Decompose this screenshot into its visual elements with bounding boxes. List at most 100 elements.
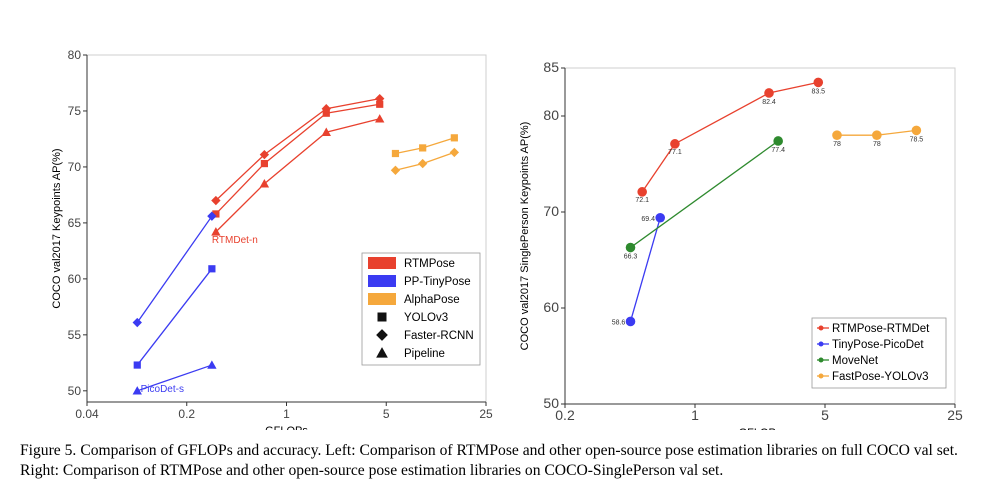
legend: RTMPose-RTMDet TinyPose-PicoDet MoveNet Fas… xyxy=(811,317,947,389)
data-label: 66.3 xyxy=(624,254,638,261)
x-tick-label: 5 xyxy=(821,407,829,423)
series-line xyxy=(215,98,380,201)
y-axis-title: COCO val2017 SinglePerson Keypoints AP(%… xyxy=(519,122,531,351)
data-point xyxy=(655,212,666,223)
series-alphapose-faster-rcnn xyxy=(390,147,460,175)
y-tick-label: 80 xyxy=(68,48,82,62)
data-point-triangle xyxy=(207,360,217,369)
y-tick-label: 60 xyxy=(543,299,559,315)
x-tick-label: 1 xyxy=(691,407,699,423)
data-point xyxy=(764,88,774,98)
data-point xyxy=(670,139,680,149)
data-point-diamond xyxy=(132,317,142,328)
data-point xyxy=(637,187,647,197)
x-tick-label: 0.04 xyxy=(75,407,99,421)
figure-label: Figure 5. xyxy=(20,442,77,459)
series-pp-tinypose-yolov3 xyxy=(133,265,216,369)
legend-label-yolov3: YOLOv3 xyxy=(404,312,448,324)
x-tick-label: 0.2 xyxy=(555,407,575,423)
x-axis-title: GFLOPs xyxy=(739,427,782,430)
series-line xyxy=(641,81,819,193)
x-tick-label: 0.2 xyxy=(178,407,195,421)
data-point-square xyxy=(133,361,141,369)
x-axis-title: GFLOPs xyxy=(265,425,308,430)
series-pp-tinypose-pipeline xyxy=(132,360,217,395)
x-tick-label: 5 xyxy=(383,407,390,421)
figure-caption: Figure 5. Comparison of GFLOPs and accura… xyxy=(20,441,988,481)
data-label: 78.5 xyxy=(910,136,924,143)
series-line xyxy=(215,118,380,233)
data-point-square xyxy=(391,149,400,158)
legend-label-movenet: MoveNet xyxy=(832,355,879,367)
data-point-triangle xyxy=(211,227,221,236)
legend: RTMPose PP-TinyPose AlphaPose YOLOv3 Faster-… xyxy=(361,252,481,366)
data-point-diamond xyxy=(449,147,460,158)
x-tick-label: 1 xyxy=(283,407,290,421)
data-point-triangle xyxy=(132,386,142,395)
data-point-diamond xyxy=(375,93,385,104)
y-tick-label: 65 xyxy=(68,216,82,230)
y-tick-label: 85 xyxy=(543,59,559,75)
caption-text: Comparison of GFLOPs and accuracy. Left:… xyxy=(20,442,958,479)
figure: 0.04 0.2 1 5 25 50 55 60 65 70 75 80 GFLOPs COCO val2… xyxy=(51,48,963,430)
y-tick-label: 70 xyxy=(543,203,559,219)
series-line xyxy=(137,364,213,392)
legend-label-pp-tinypose: PP-TinyPose xyxy=(404,276,471,288)
legend-label-tinypose-picodet: TinyPose-PicoDet xyxy=(832,339,924,351)
data-point-square xyxy=(376,100,384,108)
data-point xyxy=(773,136,783,146)
legend-label-fastpose-yolov3: FastPose-YOLOv3 xyxy=(832,371,929,383)
series-line xyxy=(136,215,213,323)
series-rtmpose-faster-rcnn xyxy=(211,93,385,206)
data-label: 72.1 xyxy=(635,197,649,204)
data-point-square xyxy=(450,134,458,142)
data-label: 82.4 xyxy=(762,99,776,106)
legend-marker-triangle xyxy=(376,347,388,358)
legend-swatch-alphapose xyxy=(368,293,396,305)
data-point-square xyxy=(419,144,427,152)
series-rtmpose-rtmdet: 72.1 77.1 82.4 83.5 xyxy=(635,77,825,204)
data-label: 69.4 xyxy=(641,216,655,223)
data-point-square xyxy=(212,210,220,218)
legend-marker-square xyxy=(377,312,387,322)
annotation-picodet-s: PicoDet-s xyxy=(141,384,184,395)
series-fastpose-yolov3: 78 78 78.5 xyxy=(832,125,924,148)
data-point-square xyxy=(260,159,268,168)
data-point-diamond xyxy=(390,165,401,175)
series-rtmpose-pipeline xyxy=(211,114,385,236)
legend-marker-tinypose-picodet xyxy=(818,341,824,347)
legend-swatch-pp-tinypose xyxy=(368,275,396,287)
legend-box xyxy=(361,252,481,366)
x-tick-label: 25 xyxy=(947,407,963,423)
legend-label-alphapose: AlphaPose xyxy=(404,294,460,306)
y-tick-label: 50 xyxy=(68,384,82,398)
legend-marker-fastpose-yolov3 xyxy=(818,373,824,379)
data-point-square xyxy=(208,265,216,273)
data-point-triangle xyxy=(375,114,385,123)
data-point xyxy=(625,242,636,253)
series-rtmpose-yolov3 xyxy=(212,100,384,218)
data-point-diamond xyxy=(417,158,428,169)
legend-label-faster-rcnn: Faster-RCNN xyxy=(404,330,474,342)
data-label: 78 xyxy=(873,141,881,148)
data-point-triangle xyxy=(321,127,331,136)
series-tinypose-picodet: 58.6 69.4 xyxy=(612,212,666,326)
y-tick-label: 80 xyxy=(543,107,559,123)
legend-marker-movenet xyxy=(818,357,824,363)
y-tick-label: 50 xyxy=(543,395,559,411)
series-line xyxy=(629,217,661,322)
right-chart: 0.2 1 5 25 50 60 70 80 85 GFLOPs COCO val2017 Sing… xyxy=(519,59,963,430)
data-label: 77.4 xyxy=(771,147,785,154)
data-point xyxy=(872,130,882,140)
data-label: 77.1 xyxy=(668,149,682,156)
series-movenet: 66.3 77.4 xyxy=(624,136,785,261)
series-line xyxy=(136,268,213,366)
data-point-diamond xyxy=(211,195,221,206)
legend-marker-diamond xyxy=(376,329,388,341)
series-pp-tinypose-faster-rcnn xyxy=(132,211,217,328)
y-tick-label: 70 xyxy=(68,160,82,174)
data-point-triangle xyxy=(259,179,270,188)
left-chart: 0.04 0.2 1 5 25 50 55 60 65 70 75 80 GFLOPs COCO val2… xyxy=(51,48,493,430)
series-alphapose-yolov3 xyxy=(391,134,458,158)
series-line xyxy=(215,103,380,215)
